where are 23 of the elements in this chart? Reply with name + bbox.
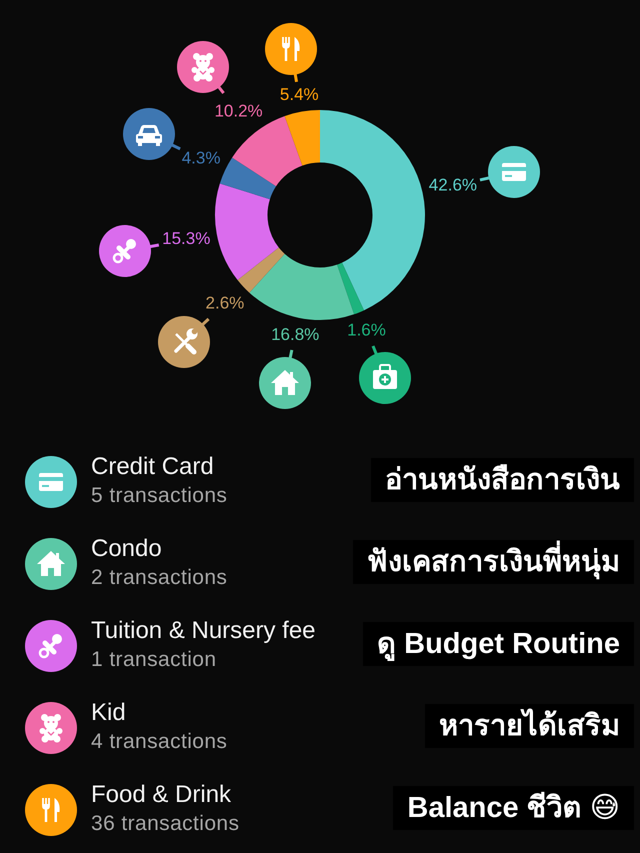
- text: 1 transaction: [91, 647, 216, 673]
- text: 2 transactions: [91, 565, 228, 591]
- text: อ่านหนังสือการเงิน: [371, 458, 634, 502]
- data-label: 10.2%: [214, 101, 263, 120]
- data-label: 4.3%: [182, 148, 220, 168]
- data-label: 16.8%: [271, 325, 320, 344]
- text: 4 transactions: [91, 729, 228, 755]
- legend-label: Tuition & Nursery fee: [91, 617, 316, 645]
- text: ดู Budget Routine: [363, 622, 634, 666]
- legend-label: Credit Card: [91, 453, 214, 481]
- legend-label: Food & Drink: [91, 781, 232, 809]
- legend-label: Condo: [91, 535, 162, 563]
- data-label: 2.6%: [206, 293, 244, 312]
- data-label: 15.3%: [162, 229, 210, 248]
- legend-label: Kid: [91, 699, 126, 727]
- text: 5 transactions: [91, 483, 228, 509]
- data-label: 42.6%: [428, 175, 478, 194]
- data-label: 5.4%: [280, 85, 319, 104]
- text: 36 transactions: [91, 811, 240, 837]
- data-label: 1.6%: [347, 320, 386, 340]
- text: Balance ชีวิต 😅: [393, 786, 634, 830]
- text: ฟังเคสการเงินพี่หนุ่ม: [353, 540, 634, 584]
- text: หารายได้เสริม: [425, 704, 634, 748]
